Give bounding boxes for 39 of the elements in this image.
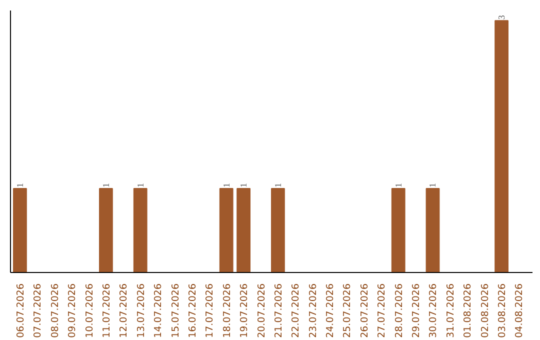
x-tick-label: 18.07.2026	[222, 283, 233, 338]
x-tick-label: 27.07.2026	[376, 283, 388, 338]
x-tick-label: 17.07.2026	[204, 283, 216, 338]
x-tick-label: 22.07.2026	[290, 283, 302, 338]
x-tick-label: 25.07.2026	[342, 283, 354, 338]
x-tick-label: 24.07.2026	[325, 283, 336, 338]
x-tick-label: 15.07.2026	[170, 283, 182, 338]
data-label: 1	[428, 183, 438, 188]
x-tick-label: 13.07.2026	[136, 283, 147, 338]
x-tick-label: 19.07.2026	[239, 283, 250, 338]
x-tick-label: 11.07.2026	[101, 283, 112, 338]
data-label: 1	[272, 183, 283, 188]
x-tick-label: 26.07.2026	[359, 283, 370, 338]
x-tick-label: 31.07.2026	[445, 283, 456, 338]
x-tick-label: 10.07.2026	[84, 283, 96, 338]
data-label: 1	[14, 183, 25, 188]
x-tick-label: 12.07.2026	[118, 283, 130, 338]
x-tick-label: 16.07.2026	[187, 283, 198, 338]
data-label: 3	[496, 14, 507, 20]
x-tick-label: 01.08.2026	[462, 283, 474, 338]
x-tick-label: 28.07.2026	[394, 283, 405, 338]
x-tick-label: 14.07.2026	[153, 283, 164, 338]
x-tick-label: 30.07.2026	[428, 283, 440, 338]
x-tick-label: 23.07.2026	[308, 283, 319, 338]
data-label: 1	[238, 183, 249, 188]
x-tick-label: 29.07.2026	[411, 283, 422, 338]
data-label: 1	[393, 183, 404, 188]
x-tick-label: 20.07.2026	[256, 283, 268, 338]
x-tick-label: 07.07.2026	[32, 283, 44, 338]
data-label: 1	[221, 183, 232, 188]
x-tick-label: 09.07.2026	[67, 283, 78, 338]
data-label: 1	[135, 183, 146, 188]
x-tick-label: 06.07.2026	[15, 283, 26, 338]
x-tick-label: 03.08.2026	[497, 283, 508, 338]
x-tick-label: 04.08.2026	[514, 283, 526, 338]
x-tick-label: 08.07.2026	[50, 283, 61, 338]
x-tick-label: 21.07.2026	[273, 283, 284, 338]
x-tick-label: 02.08.2026	[480, 283, 491, 338]
data-label: 1	[100, 183, 111, 188]
